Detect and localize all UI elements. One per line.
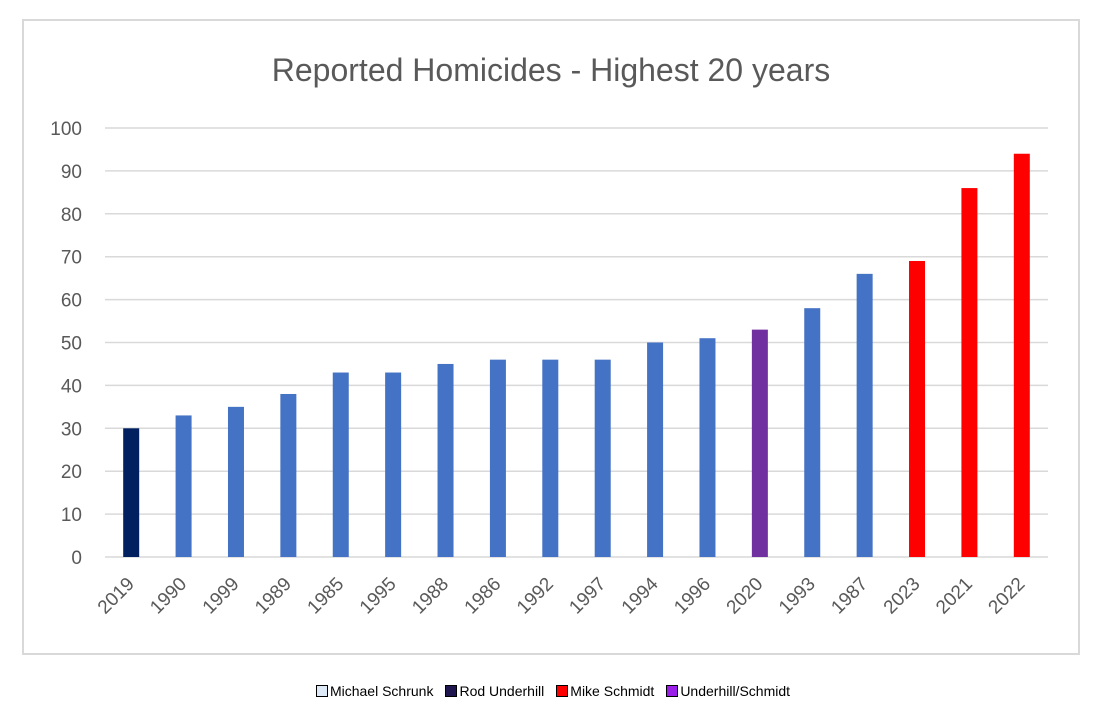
bars [123,153,1030,558]
bar-2022 [1013,153,1030,558]
bar-1988 [437,363,454,557]
x-tick-label: 1989 [251,574,296,619]
y-tick-label: 20 [61,462,82,483]
y-tick-label: 50 [61,334,82,355]
bar-1994 [647,342,664,557]
x-axis-tick-labels: 2019 1990 1999 1989 1985 1995 1988 1986 1992 1997… [94,573,1029,618]
legend-item: Mike Schmidt [556,683,654,699]
legend: Michael Schrunk Rod Underhill Mike Schmidt… [0,683,1106,700]
x-tick-label: 2019 [94,574,139,619]
y-tick-label: 30 [61,419,82,440]
legend-label: Underhill/Schmidt [680,683,791,699]
chart-title: Reported Homicides - Highest 20 years [272,52,830,88]
y-tick-label: 60 [61,291,82,312]
legend-swatch [445,685,458,697]
legend-item: Michael Schrunk [315,683,434,699]
x-tick-label: 1994 [618,573,663,618]
y-tick-label: 80 [61,205,82,226]
y-tick-label: 90 [61,162,82,183]
x-tick-label: 2020 [723,574,768,619]
y-tick-label: 70 [61,248,82,269]
y-tick-label: 10 [61,505,82,526]
x-tick-label: 1986 [461,574,506,619]
x-tick-label: 1992 [513,574,558,619]
legend-item: Rod Underhill [445,683,544,699]
x-tick-label: 1985 [304,574,349,619]
bar-1992 [542,359,559,557]
bar-2020 [751,329,768,557]
x-tick-label: 1997 [565,574,610,619]
legend-label: Michael Schrunk [329,683,434,699]
x-tick-label: 1990 [146,574,191,619]
x-tick-label: 2023 [880,574,925,619]
bar-1995 [385,372,402,557]
bar-2019 [123,428,140,557]
x-tick-label: 1995 [356,574,401,619]
y-axis-tick-labels: 0 10 20 30 40 50 60 70 80 90 100 [50,119,82,569]
bar-1987 [856,273,873,557]
legend-label: Mike Schmidt [570,683,655,699]
bar-1990 [175,415,192,557]
bar-1997 [594,359,611,557]
bar-2021 [961,188,978,557]
y-tick-label: 0 [71,548,82,569]
x-tick-label: 2021 [932,574,977,619]
x-tick-label: 1993 [775,574,820,619]
gridlines [105,127,1048,558]
bar-1996 [699,338,716,557]
x-tick-label: 1988 [408,574,453,619]
legend-item: Underhill/Schmidt [666,683,790,699]
legend-label: Rod Underhill [459,683,545,699]
bar-1985 [332,372,349,557]
x-tick-label: 1987 [827,574,872,619]
x-tick-label: 1999 [199,574,244,619]
bar-1989 [280,393,297,557]
legend-swatch [666,685,679,697]
y-tick-label: 100 [50,119,82,140]
bar-1999 [227,406,244,557]
x-tick-label: 2022 [985,574,1030,619]
bar-2023 [909,260,926,557]
y-tick-label: 40 [61,376,82,397]
bar-1993 [804,308,821,557]
x-tick-label: 1996 [670,574,715,619]
legend-swatch [556,685,569,697]
legend-swatch [315,685,328,697]
bar-1986 [489,359,506,557]
